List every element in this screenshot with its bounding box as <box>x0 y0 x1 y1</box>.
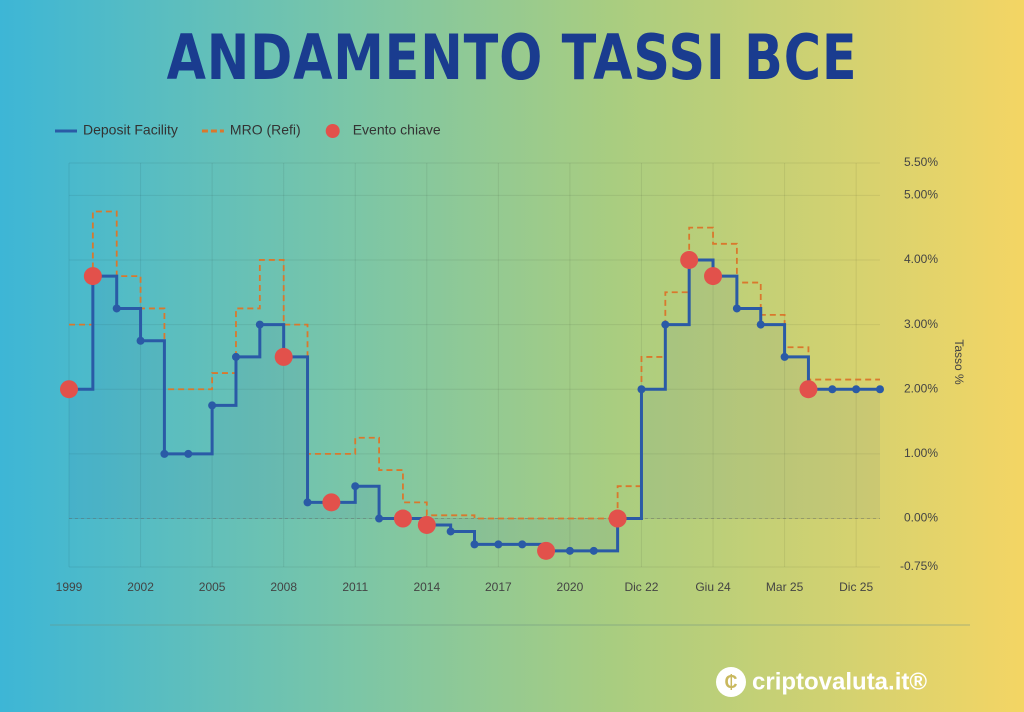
point <box>518 540 527 549</box>
line-mro <box>69 210 880 520</box>
x-tick-label: Mar 25 <box>766 580 804 594</box>
point <box>255 320 264 329</box>
brand: criptovaluta.it® <box>752 668 927 695</box>
x-tick-label: Dic 22 <box>624 580 658 594</box>
x-tick-label: 2017 <box>485 580 512 594</box>
key-event <box>680 250 699 269</box>
legend-label: MRO (Refi) <box>230 122 301 138</box>
area <box>69 259 880 551</box>
point <box>589 546 598 555</box>
y-tick-label: 5.00% <box>904 187 938 201</box>
point <box>184 449 193 458</box>
point <box>876 385 884 394</box>
y-tick-label: 3.00% <box>904 317 938 331</box>
x-tick-label: 1999 <box>56 580 83 594</box>
x-tick-label: Giu 24 <box>695 580 731 594</box>
key-event <box>608 509 627 528</box>
y-tick-label: 2.00% <box>904 381 938 395</box>
x-tick-label: 2008 <box>270 580 297 594</box>
point <box>828 385 837 394</box>
key-event <box>799 380 818 399</box>
key-event <box>537 541 556 560</box>
key-event <box>417 515 436 534</box>
point <box>637 385 646 394</box>
y-tick-label: 4.00% <box>904 252 938 266</box>
key-event <box>83 267 102 286</box>
chart-title: ANDAMENTO TASSI BCE <box>167 22 858 94</box>
legend-label: Deposit Facility <box>83 122 178 138</box>
x-tick-label: 2002 <box>127 580 154 594</box>
x-tick-label: 2005 <box>199 580 226 594</box>
key-event <box>60 380 78 399</box>
point <box>375 514 384 523</box>
point <box>446 527 455 536</box>
point <box>231 352 240 361</box>
point <box>732 304 741 313</box>
point <box>470 540 479 549</box>
legend-label: Evento chiave <box>353 122 441 138</box>
point <box>112 304 121 313</box>
point <box>351 482 360 491</box>
point <box>852 385 861 394</box>
x-tick-label: 2014 <box>413 580 440 594</box>
legend-swatch <box>325 124 340 138</box>
y-tick-label: -0.75% <box>900 559 938 573</box>
point <box>160 449 169 458</box>
y-axis-label: Tasso % <box>952 339 966 385</box>
point <box>208 401 217 410</box>
point <box>756 320 765 329</box>
key-event <box>393 509 412 528</box>
y-tick-label: 1.00% <box>904 446 938 460</box>
y-tick-label: 5.50% <box>904 155 938 169</box>
key-event <box>274 347 293 366</box>
point <box>661 320 670 329</box>
x-tick-label: 2011 <box>342 580 368 594</box>
brand-logo-letter: ₵ <box>725 672 738 692</box>
key-event <box>704 267 723 286</box>
point <box>565 546 574 555</box>
x-tick-label: 2020 <box>557 580 584 594</box>
x-tick-label: Dic 25 <box>839 580 873 594</box>
brand-logo <box>716 667 746 697</box>
point <box>780 352 789 361</box>
y-tick-label: 0.00% <box>904 511 938 525</box>
point <box>494 540 503 549</box>
point <box>303 498 312 507</box>
point <box>136 336 145 345</box>
key-event <box>322 493 341 512</box>
